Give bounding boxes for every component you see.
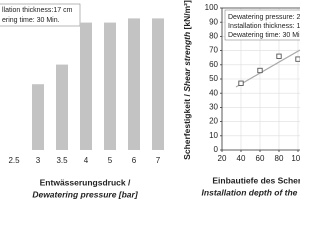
bar — [128, 18, 140, 151]
y-tick-label: 30 — [209, 103, 218, 112]
left-chart: llation thickness:17 cm ering time: 30 M… — [0, 3, 164, 199]
right-chart: Scherfestigkeit / Shear strength [kN/m²]… — [182, 0, 300, 197]
x-tick-label: 7 — [156, 156, 161, 165]
chart: llation thickness:17 cm ering time: 30 M… — [0, 0, 300, 199]
bar — [152, 18, 164, 151]
legend-box — [0, 3, 81, 27]
x-axis-label: Entwässerungsdruck / — [40, 177, 131, 187]
y-label-part: [kN/m²] — [182, 0, 192, 32]
bar — [80, 22, 92, 151]
x-tick-label: 3 — [36, 156, 41, 165]
y-tick-label: 0 — [214, 145, 219, 154]
point — [238, 80, 244, 86]
legend-text: ering time: 30 Min. — [2, 17, 60, 24]
x-tick-label: 40 — [237, 154, 246, 163]
x-tick-label: 5 — [108, 156, 113, 165]
y-tick-label: 50 — [209, 74, 218, 83]
point — [295, 56, 300, 62]
x-tick-label: 6 — [132, 156, 137, 165]
point — [257, 67, 263, 74]
legend-text: Dewatering time: 30 Min. — [228, 32, 300, 39]
x-tick-label: 100 — [291, 154, 300, 163]
y-label-part: Scherfestigkeit / — [182, 92, 192, 160]
bar — [32, 84, 44, 150]
y-tick-label: 20 — [209, 117, 218, 126]
trend-line — [235, 49, 300, 88]
y-tick-label: 10 — [209, 131, 218, 140]
y-tick-label: 60 — [209, 60, 218, 69]
legend-text: Dewatering pressure: 2.5 bar — [228, 14, 300, 21]
x-tick-label: 60 — [256, 154, 265, 163]
page: {"chart_data": [ {"type": "bar", "legend… — [0, 0, 300, 200]
x-axis-label: Installation depth of the shear — [202, 187, 300, 197]
bar — [56, 64, 68, 150]
x-tick-label: 2.5 — [8, 156, 20, 165]
y-tick-label: 70 — [209, 46, 218, 55]
y-label-part: Shear strength — [182, 32, 192, 92]
x-axis-label: Dewatering pressure [bar] — [32, 189, 139, 199]
y-tick-label: 100 — [205, 3, 219, 12]
x-tick-label: 3.5 — [56, 156, 68, 165]
y-tick-label: 80 — [209, 32, 218, 41]
legend-text: llation thickness:17 cm — [2, 7, 73, 14]
y-tick-label: 40 — [209, 88, 218, 97]
legend-text: Installation thickness: 17 cm — [228, 23, 300, 30]
y-tick-label: 90 — [209, 17, 218, 26]
x-tick-label: 4 — [84, 156, 89, 165]
x-tick-label: 20 — [218, 154, 227, 163]
legend-box — [224, 9, 300, 41]
y-axis-label: Scherfestigkeit / Shear strength [kN/m²] — [182, 0, 192, 160]
x-tick-label: 80 — [275, 154, 284, 163]
x-axis-label: Einbautiefe des Scherflü — [212, 175, 300, 185]
point — [276, 53, 282, 59]
bar — [104, 22, 116, 151]
